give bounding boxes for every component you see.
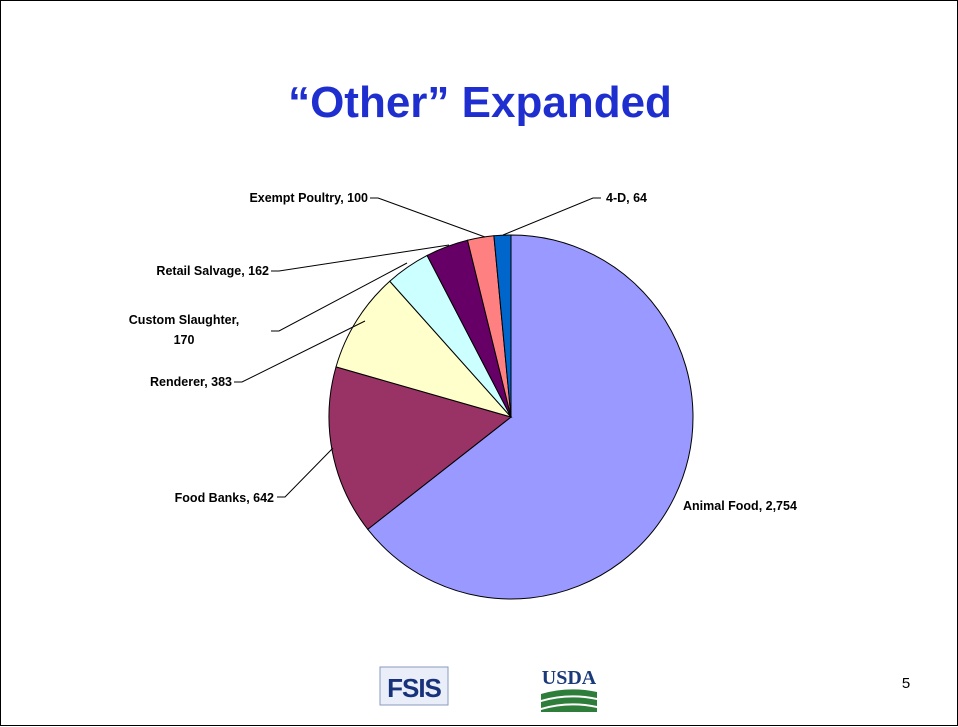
leader-line-food-banks bbox=[277, 447, 334, 498]
data-label-exempt-poultry: Exempt Poultry, 100 bbox=[249, 191, 368, 205]
leader-line-exempt-poultry bbox=[370, 197, 486, 238]
pie-slice-renderer bbox=[335, 280, 513, 418]
usda-logo: USDA bbox=[541, 667, 597, 712]
data-label-animal-food: Animal Food, 2,754 bbox=[683, 499, 797, 513]
leader-line-renderer bbox=[234, 320, 366, 383]
leader-line-retail-salvage bbox=[271, 244, 450, 272]
fsis-logo-text: FSIS bbox=[387, 673, 441, 703]
fsis-logo: FSIS bbox=[379, 666, 449, 706]
leader-line-custom-slaughter bbox=[271, 262, 408, 332]
usda-logo-text: USDA bbox=[542, 667, 597, 689]
slide-title: “Other” Expanded bbox=[288, 78, 672, 127]
data-label-custom-slaughter: Custom Slaughter, 170 bbox=[129, 313, 239, 347]
leader-line-4-d bbox=[502, 197, 601, 236]
pie-slice-animal-food bbox=[367, 234, 694, 600]
data-label-retail-salvage: Retail Salvage, 162 bbox=[156, 264, 269, 278]
data-label-food-banks: Food Banks, 642 bbox=[175, 491, 274, 505]
page-number: 5 bbox=[901, 675, 911, 692]
pie-slice-4-d bbox=[493, 234, 512, 418]
pie-slice-food-banks bbox=[328, 366, 513, 530]
data-label-4-d: 4-D, 64 bbox=[606, 191, 647, 205]
data-label-renderer: Renderer, 383 bbox=[150, 375, 232, 389]
